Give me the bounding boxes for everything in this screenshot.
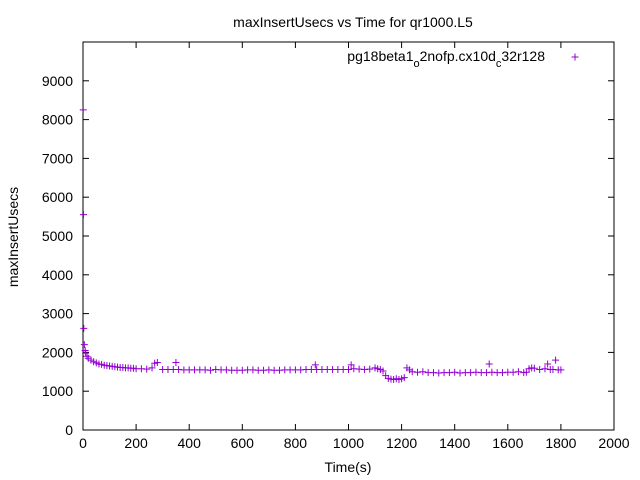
data-point	[451, 368, 459, 376]
y-axis: 0 1000 2000 3000 4000 5000 6000 7000 8000 9000	[42, 73, 614, 438]
y-tick-label: 9000	[42, 73, 73, 89]
x-tick-label: 0	[79, 435, 87, 451]
x-tick-label: 200	[124, 435, 148, 451]
y-tick-label: 0	[65, 422, 73, 438]
data-point	[485, 360, 493, 368]
y-axis-label: maxInsertUsecs	[5, 187, 21, 287]
x-axis: 0 200 400 600 800 1000 1200 1400 1600 1800 2000	[79, 42, 630, 451]
data-point	[83, 352, 91, 360]
data-point	[541, 365, 549, 373]
data-point	[345, 365, 352, 373]
data-point	[419, 368, 427, 376]
y-tick-label: 3000	[42, 306, 73, 322]
data-series	[79, 106, 565, 384]
data-point	[530, 364, 538, 372]
y-tick-label: 6000	[42, 189, 73, 205]
legend-subscript: o	[413, 58, 419, 70]
x-tick-label: 2000	[598, 435, 629, 451]
legend-text-part: 2nofp.cx10d	[420, 48, 496, 64]
x-tick-label: 600	[231, 435, 255, 451]
data-point	[536, 365, 544, 373]
data-point	[148, 364, 156, 372]
x-tick-label: 800	[284, 435, 308, 451]
legend-text-part: 32r128	[501, 48, 545, 64]
data-point	[311, 361, 319, 369]
data-point	[379, 367, 387, 375]
legend: pg18beta1o2nofp.cx10dc32r128	[347, 48, 579, 70]
legend-label: pg18beta1o2nofp.cx10dc32r128	[347, 48, 545, 70]
data-point	[544, 360, 552, 368]
data-point	[80, 324, 88, 332]
y-tick-label: 2000	[42, 344, 73, 360]
data-point	[552, 356, 560, 364]
chart-title: maxInsertUsecs vs Time for qr1000.L5	[233, 14, 473, 30]
data-point	[557, 366, 565, 374]
data-point	[366, 365, 374, 373]
data-point	[206, 366, 214, 374]
data-point	[79, 106, 87, 114]
x-tick-label: 1800	[545, 435, 576, 451]
x-tick-label: 400	[178, 435, 202, 451]
x-tick-label: 1400	[439, 435, 470, 451]
data-point	[400, 374, 408, 382]
y-tick-label: 8000	[42, 112, 73, 128]
x-tick-label: 1600	[492, 435, 523, 451]
x-tick-label: 1000	[333, 435, 364, 451]
x-axis-label: Time(s)	[325, 459, 372, 475]
data-point	[80, 211, 88, 219]
data-point	[80, 341, 88, 349]
legend-marker	[571, 53, 579, 61]
data-point	[514, 368, 522, 376]
legend-text-part: pg18beta1	[347, 48, 413, 64]
legend-subscript: c	[496, 58, 502, 70]
y-tick-label: 7000	[42, 150, 73, 166]
data-point	[347, 361, 355, 369]
data-point	[153, 358, 161, 366]
y-tick-label: 1000	[42, 383, 73, 399]
data-point	[172, 358, 180, 366]
legend-plus-icon	[571, 53, 579, 61]
y-tick-label: 5000	[42, 228, 73, 244]
data-point	[82, 349, 90, 357]
data-point	[143, 365, 151, 373]
x-tick-label: 1200	[386, 435, 417, 451]
y-tick-label: 4000	[42, 267, 73, 283]
